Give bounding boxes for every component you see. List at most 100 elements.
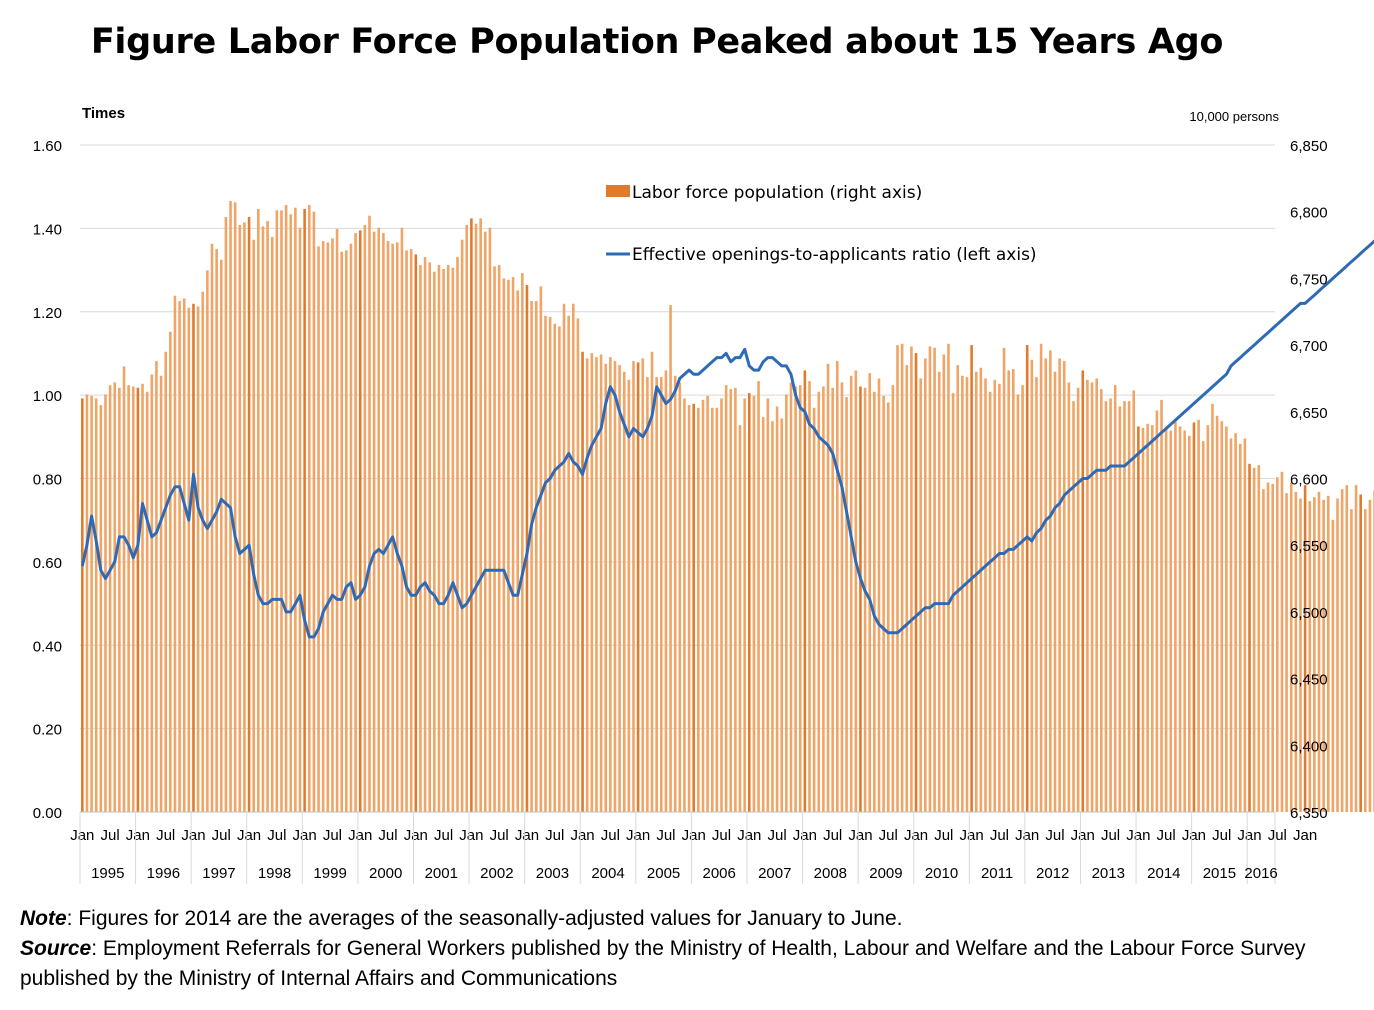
year-label: 2005: [647, 865, 680, 882]
legend-bar-swatch: [606, 185, 630, 197]
labor-force-bar: [1016, 394, 1020, 812]
month-tick-label: Jul: [101, 827, 120, 844]
labor-force-bar: [284, 205, 288, 812]
labor-force-bar: [307, 205, 311, 812]
labor-force-bar: [817, 391, 821, 812]
labor-force-bar: [641, 358, 645, 812]
labor-force-bar: [789, 382, 793, 812]
labor-force-bar: [303, 209, 306, 813]
year-label: 1996: [147, 865, 180, 882]
left-tick-label: 1.40: [33, 221, 62, 238]
labor-force-bar: [1238, 443, 1242, 812]
labor-force-bar: [345, 250, 348, 813]
labor-force-bar: [368, 215, 371, 812]
labor-force-bar: [219, 259, 223, 812]
labor-force-bar: [349, 243, 353, 812]
ratio-line: [80, 239, 1374, 639]
left-tick-label: 1.60: [33, 138, 62, 155]
labor-force-bar: [650, 351, 654, 812]
labor-force-bar: [270, 237, 274, 812]
labor-force-bar: [488, 227, 492, 812]
labor-force-bar: [849, 375, 853, 812]
labor-force-bar: [1197, 419, 1200, 812]
labor-force-bar: [720, 398, 723, 812]
labor-force-bar: [974, 371, 978, 812]
labor-force-bar: [1229, 438, 1233, 812]
labor-force-bar: [1062, 361, 1066, 812]
labor-force-bar: [294, 207, 297, 812]
labor-force-bar: [516, 290, 520, 812]
labor-force-bar: [859, 386, 862, 812]
month-tick-label: Jan: [960, 827, 984, 844]
labor-force-bar: [145, 391, 149, 812]
labor-force-bar: [993, 379, 997, 812]
labor-force-bar: [90, 395, 93, 812]
month-tick-label: Jul: [1268, 827, 1287, 844]
labor-force-bar: [391, 243, 394, 812]
right-tick-label: 6,450: [1290, 672, 1328, 689]
month-tick-label: Jul: [656, 827, 675, 844]
month-tick-label: Jul: [601, 827, 620, 844]
labor-force-bar: [752, 395, 756, 812]
labor-force-bar: [1178, 426, 1182, 812]
labor-force-bar: [122, 366, 126, 812]
month-tick-label: Jan: [737, 827, 761, 844]
month-tick-label: Jan: [626, 827, 650, 844]
labor-force-bar: [118, 387, 121, 812]
labor-force-bar: [1192, 422, 1196, 812]
labor-force-bar: [1225, 426, 1228, 812]
labor-force-bar: [734, 387, 737, 812]
labor-force-bar: [363, 225, 367, 813]
right-tick-label: 6,600: [1290, 472, 1328, 489]
labor-force-bar: [113, 382, 117, 812]
year-label: 2006: [702, 865, 735, 882]
labor-force-bar: [632, 361, 635, 812]
labor-force-bar: [1326, 495, 1330, 812]
labor-force-bar: [1007, 370, 1010, 812]
year-label: 2008: [814, 865, 847, 882]
labor-force-bar: [766, 398, 770, 812]
month-tick-label: Jan: [1126, 827, 1150, 844]
labor-force-bar: [400, 227, 404, 812]
year-label: 2013: [1092, 865, 1125, 882]
labor-force-bar: [1072, 401, 1075, 812]
labor-force-bar: [104, 394, 107, 812]
labor-force-bar: [201, 291, 205, 812]
labor-force-bar: [599, 354, 603, 812]
labor-force-bar: [933, 347, 936, 812]
labor-force-bar: [335, 229, 339, 813]
labor-force-bar: [687, 405, 691, 812]
right-tick-label: 6,750: [1290, 271, 1328, 288]
labor-force-bar: [951, 393, 955, 812]
labor-force-bar: [1067, 382, 1071, 812]
labor-force-bar: [937, 371, 941, 812]
month-tick-label: Jan: [1182, 827, 1206, 844]
labor-force-bar: [1081, 370, 1085, 812]
labor-force-bar: [553, 323, 557, 812]
labor-force-bar: [1234, 433, 1237, 812]
labor-force-bar: [1188, 435, 1191, 812]
labor-force-bar: [835, 361, 839, 812]
labor-force-bar: [808, 381, 811, 812]
labor-force-bar: [1206, 425, 1210, 812]
labor-force-bar: [382, 233, 385, 812]
labor-force-bar: [1044, 358, 1048, 812]
year-label: 2000: [369, 865, 402, 882]
labor-force-bar: [757, 381, 760, 812]
month-tick-label: Jul: [879, 827, 898, 844]
labor-force-bar: [780, 418, 784, 812]
month-tick-label: Jan: [1293, 827, 1317, 844]
labor-force-bar: [386, 241, 390, 813]
labor-force-bar: [965, 377, 969, 812]
month-tick-label: Jan: [348, 827, 372, 844]
labor-force-bar: [1345, 485, 1349, 812]
right-tick-label: 6,400: [1290, 738, 1328, 755]
labor-force-bar: [1155, 410, 1159, 812]
year-label: 2016: [1244, 865, 1277, 882]
labor-force-bar: [544, 315, 547, 812]
labor-force-bar: [609, 357, 612, 812]
labor-force-bar: [419, 265, 422, 812]
labor-force-bar: [196, 306, 200, 812]
labor-force-bar: [1169, 430, 1173, 812]
note-text: : Figures for 2014 are the averages of t…: [66, 907, 903, 930]
